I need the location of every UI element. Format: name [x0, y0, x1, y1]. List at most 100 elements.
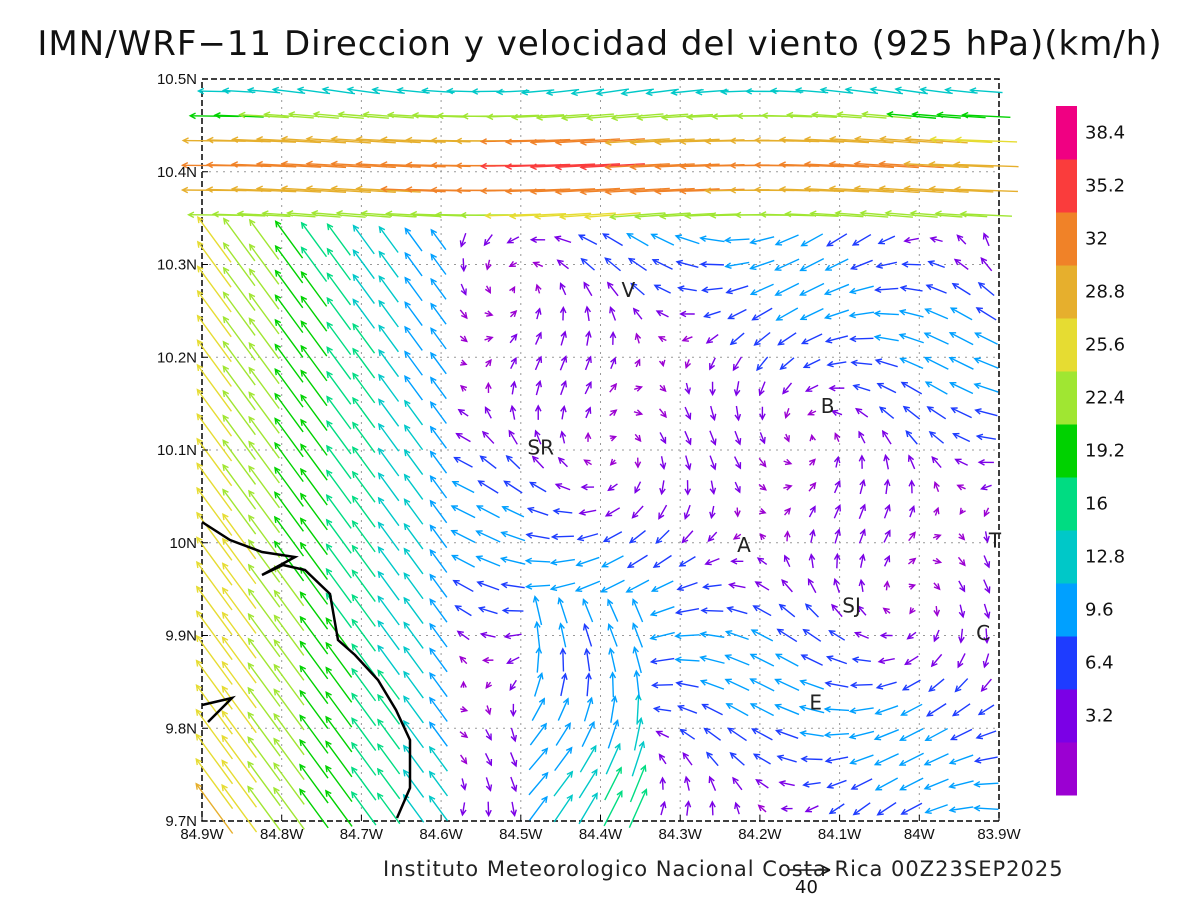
- wind-vector: [510, 801, 517, 817]
- colorbar-segment: [1056, 106, 1077, 160]
- coastline-south: [201, 695, 236, 723]
- wind-vector: [833, 479, 841, 494]
- wind-vector: [460, 283, 467, 296]
- wind-vector: [659, 800, 667, 816]
- wind-vector: [783, 554, 791, 568]
- wind-vector: [535, 379, 543, 396]
- wind-vector: [877, 235, 896, 245]
- wind-vector: [602, 531, 623, 543]
- wind-vector: [430, 351, 447, 375]
- wind-vector: [949, 307, 973, 321]
- wind-vector: [850, 359, 873, 367]
- wind-vector: [196, 486, 233, 536]
- wind-vector: [195, 782, 234, 834]
- wind-vector: [346, 86, 380, 95]
- wind-vector: [528, 771, 549, 796]
- wind-vector: [677, 704, 698, 714]
- wind-vector: [857, 605, 867, 616]
- wind-vector: [534, 429, 542, 445]
- wind-vector: [859, 553, 866, 568]
- wind-vector: [633, 716, 644, 751]
- wind-vector: [824, 680, 849, 688]
- wind-vector: [326, 222, 351, 256]
- wind-vector: [774, 729, 799, 739]
- wind-vector: [911, 111, 961, 119]
- wind-vector: [778, 136, 845, 144]
- wind-vector: [732, 533, 742, 540]
- wind-vector: [255, 185, 322, 193]
- wind-vector: [559, 305, 567, 321]
- wind-vector: [506, 236, 520, 244]
- lon-tick-label: 84.3W: [659, 826, 703, 843]
- wind-vector: [273, 737, 305, 781]
- wind-vector: [725, 703, 749, 717]
- wind-vector: [751, 728, 773, 741]
- wind-vector: [535, 283, 542, 294]
- wind-vector: [312, 111, 364, 119]
- wind-vector: [834, 210, 889, 218]
- wind-vector: [958, 580, 966, 593]
- wind-vector: [659, 432, 667, 445]
- wind-vector: [604, 507, 621, 517]
- wind-vector: [604, 257, 621, 272]
- wind-vector: [723, 236, 750, 244]
- wind-vector: [377, 693, 401, 725]
- wind-vector: [377, 743, 401, 775]
- wind-vector: [907, 454, 916, 470]
- wind-vector: [774, 653, 799, 667]
- wind-vector: [581, 720, 595, 747]
- wind-vector: [833, 504, 841, 519]
- wind-vector: [869, 86, 904, 95]
- wind-vector: [222, 439, 257, 485]
- wind-vector: [983, 531, 990, 544]
- wind-vector: [828, 135, 894, 144]
- coastline: [201, 520, 412, 819]
- wind-vector: [826, 233, 848, 247]
- wind-vector: [222, 488, 257, 535]
- wind-vector: [659, 408, 667, 419]
- wind-vector: [325, 691, 353, 728]
- wind-vector: [759, 507, 767, 515]
- wind-vector: [459, 655, 468, 665]
- wind-vector: [248, 415, 280, 459]
- wind-vector: [585, 406, 592, 419]
- wind-vector: [948, 356, 974, 370]
- wind-vector: [481, 656, 494, 664]
- wind-vector: [853, 160, 919, 169]
- wind-vector: [776, 754, 797, 763]
- place-label-e: E: [809, 691, 822, 715]
- wind-vector: [833, 552, 841, 569]
- wind-vector: [836, 111, 887, 119]
- wind-vector: [852, 383, 871, 392]
- wind-vector: [833, 455, 841, 468]
- wind-vector: [196, 536, 233, 586]
- lat-tick-label: 10.5N: [157, 71, 197, 88]
- wind-vector: [429, 450, 448, 474]
- wind-vector: [305, 185, 371, 194]
- wind-vector: [196, 363, 233, 412]
- wind-vector: [729, 332, 745, 346]
- wind-vector: [325, 493, 352, 529]
- wind-vector: [300, 344, 328, 382]
- wind-vector: [337, 111, 389, 119]
- wind-vector: [535, 113, 590, 121]
- wind-vector: [324, 789, 353, 827]
- wind-vector: [248, 341, 280, 385]
- wind-vector: [263, 111, 314, 119]
- wind-vector: [196, 265, 232, 313]
- wind-vector: [570, 88, 605, 97]
- wind-vector: [476, 580, 500, 591]
- wind-vector: [948, 381, 974, 395]
- wind-vector: [485, 681, 492, 690]
- wind-vector: [352, 347, 376, 379]
- wind-vector: [899, 777, 924, 791]
- wind-vector: [585, 330, 592, 346]
- wind-vector: [404, 375, 424, 401]
- wind-vector: [429, 573, 448, 598]
- wind-vector: [874, 358, 898, 368]
- wind-vector: [222, 242, 256, 287]
- wind-vector: [550, 533, 574, 541]
- wind-vector: [973, 382, 999, 393]
- wind-vector: [248, 489, 281, 534]
- wind-vector: [709, 505, 716, 520]
